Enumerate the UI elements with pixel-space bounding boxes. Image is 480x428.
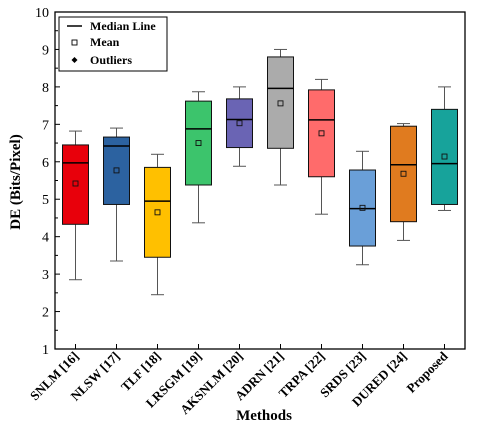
iqr-box xyxy=(62,144,89,225)
y-axis-ticks: 1 2 3 4 5 6 7 8 9 10 xyxy=(35,6,60,358)
x-axis-title: Methods xyxy=(236,408,292,424)
box-6 xyxy=(308,78,335,215)
mean-marker xyxy=(113,167,120,174)
iqr-box xyxy=(308,89,335,178)
box-4 xyxy=(226,86,253,167)
mean-marker xyxy=(236,120,243,127)
box-7 xyxy=(349,150,376,266)
y-tick-label: 8 xyxy=(42,81,49,96)
legend-outliers-symbol xyxy=(71,57,78,63)
y-tick-label: 1 xyxy=(42,343,49,358)
iqr-box xyxy=(267,56,294,149)
mean-marker xyxy=(400,170,407,177)
mean-marker xyxy=(277,100,284,107)
legend-outliers-label: Outliers xyxy=(90,53,132,67)
legend-mean-symbol xyxy=(71,39,78,46)
box-9 xyxy=(431,86,458,211)
box-1 xyxy=(103,127,130,262)
mean-marker xyxy=(195,140,202,147)
iqr-box xyxy=(185,100,212,186)
legend-median-label: Median Line xyxy=(90,19,156,33)
y-axis-title: DE (Bits/Pixel) xyxy=(8,134,24,229)
plot-marks xyxy=(62,48,458,296)
iqr-box xyxy=(103,136,130,205)
box-2 xyxy=(144,153,171,296)
y-tick-label: 3 xyxy=(42,268,49,283)
iqr-box xyxy=(390,125,417,223)
iqr-box xyxy=(144,166,171,258)
legend-mean-label: Mean xyxy=(90,35,120,49)
y-tick-label: 4 xyxy=(42,231,49,246)
y-tick-label: 6 xyxy=(42,156,49,171)
iqr-box xyxy=(431,108,458,205)
x-axis-ticks: SNLM [16]NLSW [17]TLF [18]LRSGM [19]AKSN… xyxy=(27,344,451,417)
box-5 xyxy=(267,48,294,186)
box-0 xyxy=(62,130,89,281)
y-tick-label: 9 xyxy=(42,43,49,58)
y-tick-label: 10 xyxy=(35,6,49,21)
y-tick-label: 2 xyxy=(42,306,49,321)
box-3 xyxy=(185,91,212,224)
mean-marker xyxy=(318,130,325,137)
mean-marker xyxy=(72,180,79,187)
x-tick-label: Proposed xyxy=(403,348,451,396)
mean-marker xyxy=(359,204,366,211)
box-8 xyxy=(390,123,417,241)
legend: Median Line Mean Outliers xyxy=(58,16,168,72)
y-tick-label: 7 xyxy=(42,118,49,133)
iqr-box xyxy=(226,98,253,149)
mean-marker xyxy=(441,153,448,160)
y-tick-label: 5 xyxy=(42,193,49,208)
mean-marker xyxy=(154,209,161,216)
